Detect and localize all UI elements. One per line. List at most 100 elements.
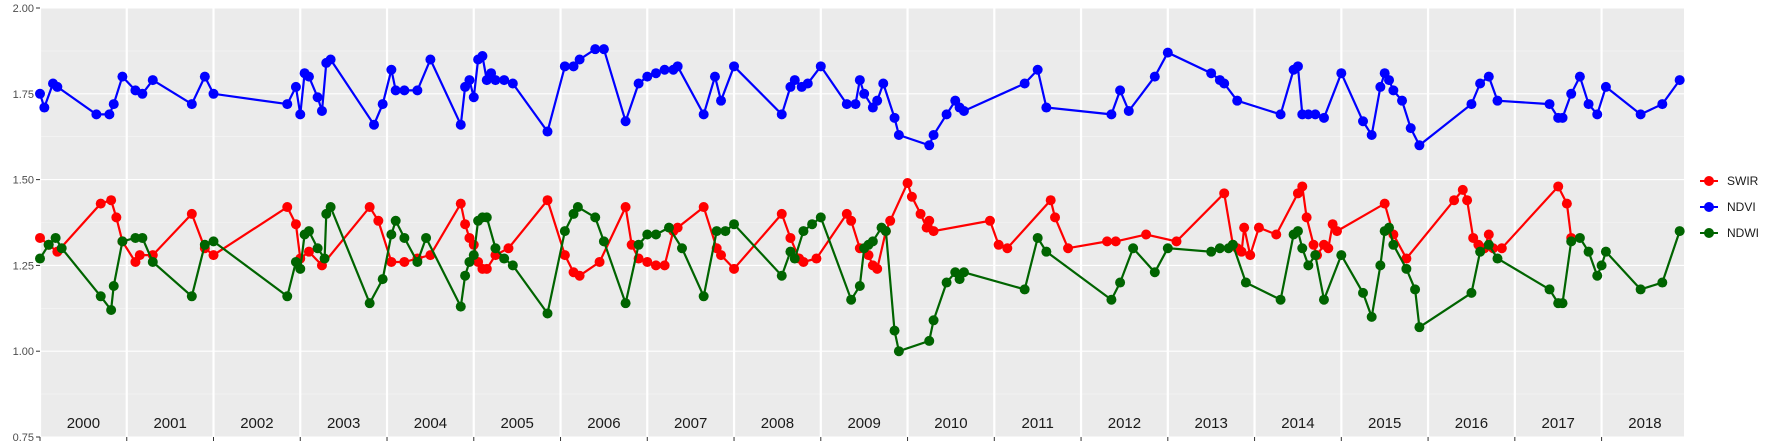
data-point-ndwi: [325, 202, 336, 213]
data-point-ndvi: [1318, 112, 1329, 123]
data-point-swir: [1449, 195, 1460, 206]
data-point-ndwi: [455, 301, 466, 312]
data-point-ndwi: [386, 229, 397, 240]
data-point-ndwi: [1206, 246, 1217, 257]
data-point-swir: [1102, 236, 1113, 247]
data-point-swir: [1253, 222, 1264, 233]
data-point-ndvi: [590, 44, 601, 55]
data-point-ndvi: [1123, 105, 1134, 116]
data-point-ndvi: [147, 75, 158, 86]
data-point-swir: [386, 256, 397, 267]
data-point-swir: [1308, 239, 1319, 250]
data-point-swir: [1239, 222, 1250, 233]
data-point-ndwi: [572, 202, 583, 213]
data-point-ndvi: [35, 88, 45, 99]
data-point-ndvi: [659, 64, 670, 75]
data-point-ndwi: [1162, 243, 1173, 254]
data-point-ndwi: [108, 280, 119, 291]
data-point-ndwi: [633, 239, 644, 250]
data-point-ndvi: [490, 75, 501, 86]
data-point-swir: [1245, 250, 1256, 261]
data-point-ndvi: [1162, 47, 1173, 58]
data-point-ndwi: [295, 263, 306, 274]
year-label: 2006: [587, 415, 620, 432]
data-point-ndvi: [377, 99, 388, 110]
data-point-swir: [559, 250, 570, 261]
year-label: 2014: [1281, 415, 1314, 432]
data-point-swir: [716, 250, 727, 261]
data-point-swir: [659, 260, 670, 271]
data-point-ndvi: [776, 109, 787, 120]
data-point-ndvi: [598, 44, 609, 55]
data-point-swir: [455, 198, 466, 209]
data-point-swir: [303, 246, 314, 257]
data-point-ndwi: [1292, 226, 1303, 237]
data-point-ndvi: [295, 109, 306, 120]
data-point-ndwi: [137, 232, 148, 243]
data-point-swir: [672, 222, 683, 233]
data-point-ndvi: [52, 81, 63, 92]
data-point-ndwi: [319, 253, 330, 264]
data-point-ndvi: [1149, 71, 1160, 82]
data-point-ndwi: [1483, 239, 1494, 250]
data-point-ndvi: [1384, 75, 1395, 86]
data-point-ndvi: [568, 61, 579, 72]
data-point-ndwi: [1115, 277, 1126, 288]
data-point-ndwi: [867, 236, 878, 247]
data-point-swir: [134, 250, 145, 261]
data-point-ndwi: [1106, 294, 1117, 305]
data-point-ndwi: [1657, 277, 1668, 288]
year-label: 2015: [1368, 415, 1401, 432]
data-point-swir: [1323, 243, 1334, 254]
data-point-swir: [1483, 229, 1494, 240]
data-point-swir: [846, 215, 857, 226]
data-point-ndwi: [880, 226, 891, 237]
data-point-ndvi: [841, 99, 852, 110]
data-point-ndvi: [1366, 129, 1377, 140]
data-point-swir: [785, 232, 796, 243]
data-point-ndvi: [709, 71, 720, 82]
data-point-ndvi: [1492, 95, 1503, 106]
year-label: 2017: [1542, 415, 1575, 432]
data-point-ndwi: [729, 219, 740, 230]
data-point-swir: [798, 256, 809, 267]
data-point-ndvi: [1019, 78, 1030, 89]
data-point-ndvi: [815, 61, 826, 72]
data-point-ndvi: [1635, 109, 1646, 120]
legend-label: NDVI: [1727, 200, 1756, 214]
data-point-ndwi: [95, 291, 106, 302]
data-point-ndwi: [1310, 250, 1321, 261]
data-point-ndvi: [574, 54, 585, 65]
data-point-ndwi: [468, 250, 479, 261]
data-point-ndvi: [789, 75, 800, 86]
data-point-ndvi: [39, 102, 50, 113]
data-point-swir: [364, 202, 375, 213]
data-point-ndwi: [312, 243, 323, 254]
data-point-ndwi: [1275, 294, 1286, 305]
data-point-ndwi: [720, 226, 731, 237]
year-label: 2013: [1194, 415, 1227, 432]
data-point-ndwi: [1128, 243, 1139, 254]
data-point-swir: [872, 263, 883, 274]
data-point-ndwi: [1635, 284, 1646, 295]
y-tick-label: 2.00: [13, 3, 34, 15]
data-point-ndvi: [1466, 99, 1477, 110]
data-point-swir: [503, 243, 514, 254]
data-point-ndwi: [490, 243, 501, 254]
data-point-ndwi: [542, 308, 553, 319]
data-point-swir: [1002, 243, 1013, 254]
data-point-swir: [106, 195, 117, 206]
data-point-ndwi: [460, 270, 471, 281]
data-point-ndvi: [1310, 109, 1321, 120]
data-point-ndvi: [108, 99, 119, 110]
data-point-ndwi: [650, 229, 661, 240]
data-point-ndvi: [312, 92, 323, 103]
data-point-swir: [729, 263, 740, 274]
data-point-swir: [594, 256, 605, 267]
data-point-ndvi: [1032, 64, 1043, 75]
data-point-swir: [1271, 229, 1282, 240]
data-point-swir: [1401, 253, 1412, 264]
data-point-ndvi: [1544, 99, 1555, 110]
data-point-swir: [460, 219, 471, 230]
data-point-ndvi: [924, 140, 935, 151]
